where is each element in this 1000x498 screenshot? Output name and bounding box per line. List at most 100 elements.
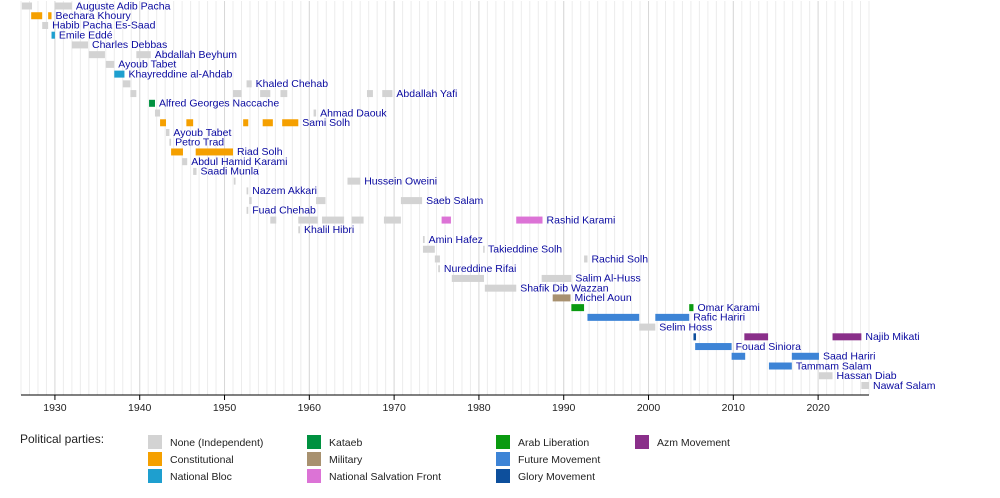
pm-name: Rashid Karami — [547, 214, 616, 226]
legend-label: Military — [329, 454, 363, 466]
pm-name: Fouad Siniora — [736, 341, 802, 353]
pm-name: Emile Eddé — [59, 29, 113, 41]
x-tick-label: 1980 — [467, 402, 491, 414]
legend-label: None (Independent) — [170, 437, 263, 449]
term-bar — [260, 90, 271, 98]
legend-label: Future Movement — [518, 454, 600, 466]
term-bar — [105, 60, 115, 68]
x-tick-label: 1990 — [552, 402, 576, 414]
pm-name: Ayoub Tabet — [118, 59, 176, 71]
pm-name: Sami Solh — [302, 117, 350, 129]
pm-name: Fuad Chehab — [252, 205, 316, 217]
pm-name: Amin Hafez — [429, 234, 483, 246]
legend-label: Azm Movement — [657, 437, 730, 449]
term-bar — [313, 109, 317, 117]
x-tick-label: 1930 — [43, 402, 67, 414]
legend-label: Glory Movement — [518, 471, 595, 483]
term-bar — [298, 226, 300, 234]
x-tick-label: 2000 — [637, 402, 661, 414]
term-bar — [366, 90, 373, 98]
legend-swatch — [148, 452, 162, 466]
legend-swatch — [148, 469, 162, 483]
pm-name: Petro Trad — [175, 137, 224, 149]
term-bar — [169, 138, 172, 146]
term-bar — [484, 284, 517, 292]
term-bar — [282, 119, 299, 127]
term-bar — [270, 216, 277, 224]
term-bar — [422, 245, 435, 253]
legend-label: Constitutional — [170, 454, 234, 466]
pm-name: Hussein Oweini — [364, 175, 437, 187]
pm-name: Ayoub Tabet — [173, 127, 231, 139]
legend-swatch — [307, 435, 321, 449]
term-bar — [422, 236, 425, 244]
term-bar — [182, 158, 188, 166]
legend-label: National Bloc — [170, 471, 232, 483]
term-bar — [322, 216, 345, 224]
term-bar — [130, 90, 137, 98]
term-bar — [483, 245, 485, 253]
pm-name: Rafic Hariri — [693, 312, 745, 324]
term-bar — [21, 2, 33, 10]
term-bar — [166, 128, 170, 136]
pm-name: Khalil Hibri — [304, 224, 354, 236]
term-bar — [441, 216, 451, 224]
pm-name: Habib Pacha Es-Saad — [52, 20, 155, 32]
pm-name: Charles Debbas — [92, 39, 167, 51]
pm-name: Ahmad Daouk — [320, 107, 387, 119]
x-tick-label: 2020 — [806, 402, 830, 414]
term-bar — [438, 265, 440, 273]
term-bar — [298, 216, 318, 224]
pm-name: Shafik Dib Wazzan — [520, 282, 608, 294]
term-bar — [832, 333, 862, 341]
term-bar — [262, 119, 273, 127]
term-bar — [160, 119, 167, 127]
term-bar — [731, 352, 746, 360]
term-bar — [689, 304, 694, 312]
pm-name: Khayreddine al-Ahdab — [128, 68, 232, 80]
term-bar — [434, 255, 440, 263]
term-bar — [186, 119, 194, 127]
pm-name: Riad Solh — [237, 146, 283, 158]
term-bar — [791, 352, 819, 360]
term-bar — [347, 177, 361, 185]
x-tick-label: 1960 — [298, 402, 322, 414]
pm-name: Abdul Hamid Karami — [191, 156, 287, 168]
pm-name: Tammam Salam — [796, 360, 872, 372]
legend-swatch — [307, 452, 321, 466]
term-bar — [768, 362, 792, 370]
pm-name: Nazem Akkari — [252, 185, 317, 197]
pm-name: Omar Karami — [697, 302, 759, 314]
term-bar — [246, 206, 249, 214]
pm-name: Selim Hoss — [659, 321, 712, 333]
pm-name: Auguste Adib Pacha — [76, 0, 171, 12]
pm-name: Nureddine Rifai — [444, 263, 516, 275]
legend-swatch — [148, 435, 162, 449]
pm-name: Alfred Georges Naccache — [159, 98, 279, 110]
term-bar — [31, 12, 43, 20]
term-bar — [541, 274, 572, 282]
term-bar — [280, 90, 288, 98]
legend-swatch — [635, 435, 649, 449]
legend-swatch — [496, 452, 510, 466]
pm-name: Bechara Khoury — [56, 10, 132, 22]
term-bar — [154, 109, 161, 117]
x-tick-label: 1970 — [382, 402, 406, 414]
pm-name: Saeb Salam — [426, 195, 483, 207]
term-bar — [316, 197, 326, 205]
pm-name: Michel Aoun — [575, 292, 632, 304]
legend-label: Arab Liberation — [518, 437, 589, 449]
term-bar — [655, 313, 690, 321]
legend-title: Political parties: — [20, 432, 104, 446]
term-bar — [584, 255, 588, 263]
term-bar — [382, 90, 393, 98]
term-bar — [249, 197, 252, 205]
pm-name: Saadi Munla — [201, 166, 260, 178]
term-bar — [51, 31, 55, 39]
term-bar — [246, 187, 249, 195]
term-bar — [71, 41, 88, 49]
term-bar — [400, 197, 423, 205]
term-bar — [639, 323, 656, 331]
pm-name: Takieddine Solh — [488, 244, 562, 256]
legend-swatch — [496, 469, 510, 483]
